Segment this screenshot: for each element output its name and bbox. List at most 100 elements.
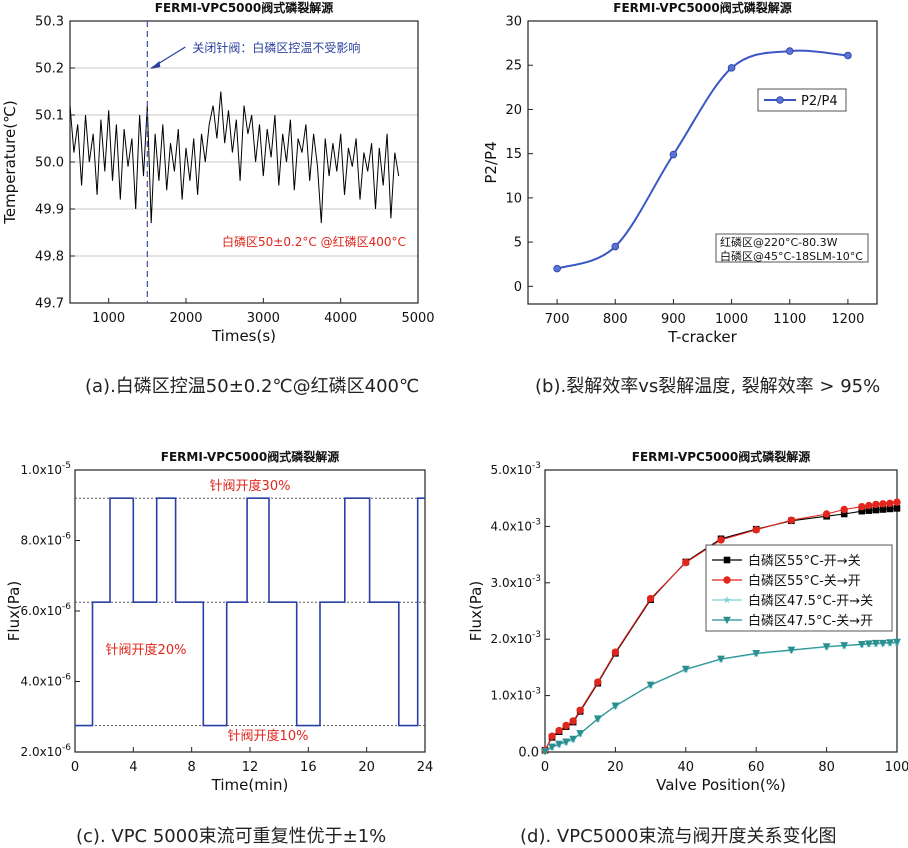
x-tick-label-0: 1000 — [92, 311, 125, 326]
caption-b: (b).裂解效率vs裂解温度, 裂解效率 > 95% — [535, 376, 881, 397]
series-0-point-17 — [872, 506, 880, 514]
series-1-point-6 — [594, 678, 602, 686]
series-1 — [541, 498, 901, 755]
x-tick-label-1: 2000 — [169, 311, 202, 326]
series-1-point-15 — [858, 502, 866, 511]
series-1-point-18 — [879, 500, 887, 508]
caption-d: (d). VPC5000束流与阀开度关系变化图 — [520, 826, 837, 847]
label-opening-10: 针阀开度10% — [228, 728, 309, 744]
series-3-point-5 — [576, 730, 585, 738]
x-tick-label-5: 20 — [358, 760, 375, 775]
x-tick-label-1: 800 — [603, 312, 628, 327]
series-3-point-3 — [562, 738, 571, 746]
x-tick-label-1: 20 — [607, 760, 624, 775]
x-tick-label-3: 12 — [242, 760, 259, 775]
series-3-point-4 — [569, 735, 578, 744]
x-tick-label-0: 0 — [541, 760, 549, 775]
flux-trace — [75, 497, 425, 727]
series-3-point-1 — [548, 743, 556, 752]
series-3-point-0 — [541, 748, 549, 756]
y-tick-label-6: 50.3 — [35, 15, 64, 30]
x-axis-label: Time(min) — [211, 776, 289, 794]
chart-c: 0 4 8 12 16 20 24 2.0x10-6 4.0x10-6 6.0x10-6 8.0x1… — [5, 449, 433, 794]
legend-label-2: 白磷区47.5°C-开→关 — [748, 593, 873, 609]
y-tick-label-3: 50.0 — [35, 156, 64, 171]
series-3 — [541, 638, 901, 756]
legend-label: P2/P4 — [801, 94, 838, 109]
series-1-point-4 — [569, 717, 577, 725]
x-tick-label-2: 40 — [678, 760, 695, 775]
series-3-point-2 — [555, 740, 563, 749]
legend-label-1: 白磷区55°C-关→开 — [748, 573, 861, 589]
series-1-point-10 — [717, 536, 725, 544]
label-opening-30: 针阀开度30% — [210, 478, 291, 494]
series-1-point-14 — [840, 505, 848, 514]
x-tick-label-3: 60 — [748, 760, 765, 775]
caption-a: (a).白磷区控温50±0.2℃@红磷区400℃ — [85, 376, 420, 397]
annotation-white-zone: 白磷区50±0.2°C @红磷区400°C — [222, 234, 406, 249]
series-3-point-7 — [611, 702, 620, 710]
plot-frame — [527, 20, 878, 305]
series-1-point-16 — [865, 501, 873, 510]
y-tick-label-1: 4.0x10-6 — [21, 673, 72, 689]
series-1-point-19 — [886, 499, 894, 507]
y-tick-label-0: 2.0x10-6 — [21, 743, 72, 759]
y-tick-label-1: 5 — [514, 236, 522, 251]
series-1-point-3 — [562, 721, 570, 730]
series-3-point-8 — [646, 681, 655, 689]
chart-a: 1000 2000 3000 4000 5000 49.7 49.8 49.9 50.0 50.1… — [1, 0, 435, 345]
series-3-point-6 — [593, 715, 602, 723]
x-tick-label-2: 900 — [661, 312, 686, 327]
series-1-point-9 — [682, 558, 690, 567]
series-0-point-16 — [865, 507, 873, 514]
series-3-point-13 — [822, 643, 831, 651]
condition-note-box — [715, 233, 869, 263]
p2p4-point-2 — [669, 150, 678, 159]
x-axis-label: T-cracker — [667, 328, 737, 346]
x-tick-label-0: 0 — [71, 760, 79, 775]
series-3-point-20 — [893, 638, 901, 647]
series-3-point-19 — [886, 639, 894, 647]
condition-note-line-1: 红磷区@220°C-80.3W — [720, 236, 838, 249]
x-tick-label-4: 5000 — [401, 311, 434, 326]
series-3-point-11 — [752, 650, 761, 658]
series-3-point-10 — [717, 655, 725, 664]
y-tick-label-4: 20 — [505, 103, 522, 118]
x-axis-label: Valve Position(%) — [656, 776, 786, 794]
x-tick-label-5: 100 — [885, 760, 908, 775]
p2p4-point-0 — [553, 264, 561, 273]
legend: 白磷区55°C-开→关白磷区55°C-关→开白磷区47.5°C-开→关白磷区47… — [705, 544, 893, 632]
legend-label-3: 白磷区47.5°C-关→开 — [748, 613, 873, 629]
y-axis-label: Temperature(℃) — [1, 100, 19, 225]
x-tick-label-3: 1000 — [715, 312, 748, 327]
series-3-point-18 — [879, 639, 887, 648]
annotation-arrow-head — [150, 61, 161, 69]
series-1-point-12 — [787, 516, 796, 524]
series-1-point-2 — [555, 726, 563, 735]
y-tick-label-5: 25 — [505, 59, 522, 74]
p2p4-point-3 — [727, 64, 736, 72]
p2p4-point-1 — [611, 242, 620, 251]
legend-marker — [776, 96, 784, 104]
y-tick-label-2: 6.0x10-6 — [21, 602, 72, 618]
y-tick-label-5: 50.2 — [35, 62, 64, 77]
series-1-point-8 — [646, 594, 655, 603]
x-tick-label-6: 24 — [417, 760, 434, 775]
series-0-point-20 — [893, 505, 901, 512]
x-tick-label-0: 700 — [545, 312, 570, 327]
chart-title: FERMI-VPC5000阀式磷裂解源 — [613, 0, 791, 15]
y-tick-label-1: 49.8 — [35, 250, 64, 265]
y-tick-label-2: 10 — [505, 191, 522, 206]
x-tick-label-1: 4 — [129, 760, 137, 775]
series-3-point-16 — [864, 640, 873, 648]
series-1-point-20 — [893, 498, 901, 506]
y-tick-label-6: 30 — [505, 15, 522, 30]
x-tick-label-4: 80 — [818, 760, 835, 775]
x-tick-label-2: 3000 — [247, 311, 280, 326]
y-axis-label: Flux(Pa) — [467, 581, 485, 641]
legend: P2/P4 — [757, 88, 847, 112]
label-opening-20: 针阀开度20% — [106, 642, 187, 658]
series-0-point-19 — [886, 505, 894, 513]
